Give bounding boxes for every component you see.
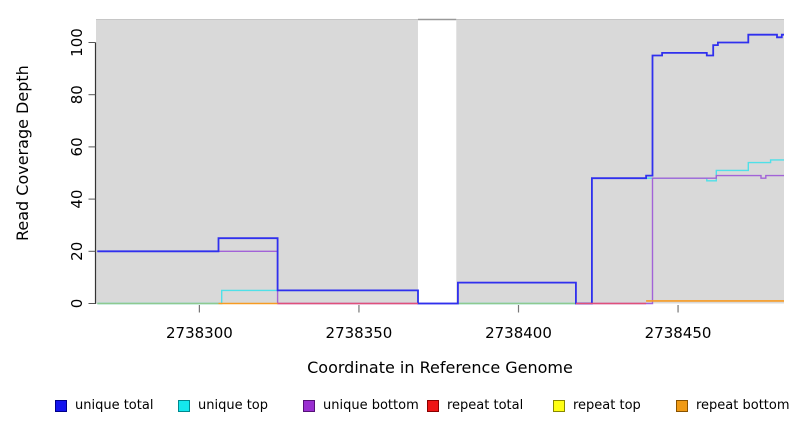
legend-item: unique top (178, 398, 268, 413)
masked-region-band (417, 13, 457, 304)
y-tick-label: 80 (68, 85, 86, 104)
x-tick-label: 2738400 (485, 324, 552, 342)
y-tick-label: 60 (68, 137, 86, 156)
legend-swatch-icon (553, 399, 565, 412)
x-tick-label: 2738350 (326, 324, 393, 342)
legend-swatch-icon (676, 399, 688, 412)
legend-swatch-icon (427, 399, 439, 412)
legend-swatch-icon (303, 399, 315, 412)
chart-legend: unique total unique top unique bottom repea… (0, 398, 792, 420)
legend-label: unique bottom (323, 398, 419, 413)
legend-item: unique bottom (303, 398, 419, 413)
legend-item: repeat total (427, 398, 523, 413)
y-tick-label: 100 (68, 28, 86, 57)
legend-label: repeat top (573, 398, 641, 413)
coverage-chart: 0 20 40 60 80 100 2738300 2738350 2738400 2738450 (67, 13, 784, 342)
y-tick-label: 0 (68, 299, 86, 309)
y-tick-label: 20 (68, 242, 86, 261)
series-unique-total (97, 33, 784, 305)
legend-label: repeat bottom (696, 398, 790, 413)
legend-item: repeat top (553, 398, 641, 413)
y-axis-title: Read Coverage Depth (13, 65, 32, 241)
x-tick-label: 2738450 (645, 324, 712, 342)
legend-label: repeat total (447, 398, 524, 413)
y-tick-label: 40 (68, 190, 86, 209)
legend-swatch-icon (178, 399, 190, 412)
legend-swatch-icon (55, 399, 67, 412)
legend-item: unique total (55, 398, 153, 413)
legend-label: unique top (198, 398, 269, 413)
x-axis-title: Coordinate in Reference Genome (307, 358, 573, 377)
legend-item: repeat bottom (676, 398, 790, 413)
x-tick-label: 2738300 (166, 324, 233, 342)
legend-label: unique total (75, 398, 154, 413)
